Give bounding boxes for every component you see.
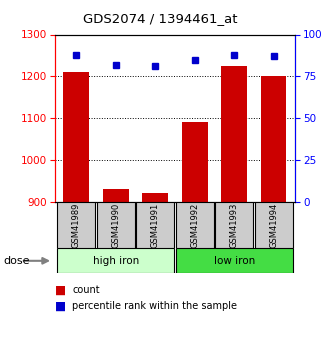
Text: count: count	[72, 286, 100, 295]
Text: GSM41992: GSM41992	[190, 203, 199, 248]
Bar	[261, 76, 286, 202]
Bar	[176, 248, 292, 273]
Text: GSM41990: GSM41990	[111, 203, 120, 248]
Bar	[255, 202, 292, 248]
Text: ■: ■	[55, 299, 66, 313]
Bar	[221, 66, 247, 202]
Text: high iron: high iron	[93, 256, 139, 266]
Bar	[182, 122, 207, 202]
Bar	[215, 202, 253, 248]
Bar	[136, 202, 174, 248]
Text: GSM41994: GSM41994	[269, 203, 278, 248]
Bar	[103, 189, 129, 202]
Bar	[57, 202, 95, 248]
Text: dose: dose	[3, 256, 30, 266]
Text: ■: ■	[55, 284, 66, 297]
Bar	[57, 248, 174, 273]
Text: GSM41993: GSM41993	[230, 203, 239, 248]
Bar	[176, 202, 213, 248]
Bar	[64, 72, 89, 202]
Text: low iron: low iron	[213, 256, 255, 266]
Text: GDS2074 / 1394461_at: GDS2074 / 1394461_at	[83, 12, 238, 25]
Bar	[143, 194, 168, 202]
Text: GSM41989: GSM41989	[72, 203, 81, 248]
Text: GSM41991: GSM41991	[151, 203, 160, 248]
Text: percentile rank within the sample: percentile rank within the sample	[72, 301, 237, 311]
Bar	[97, 202, 135, 248]
